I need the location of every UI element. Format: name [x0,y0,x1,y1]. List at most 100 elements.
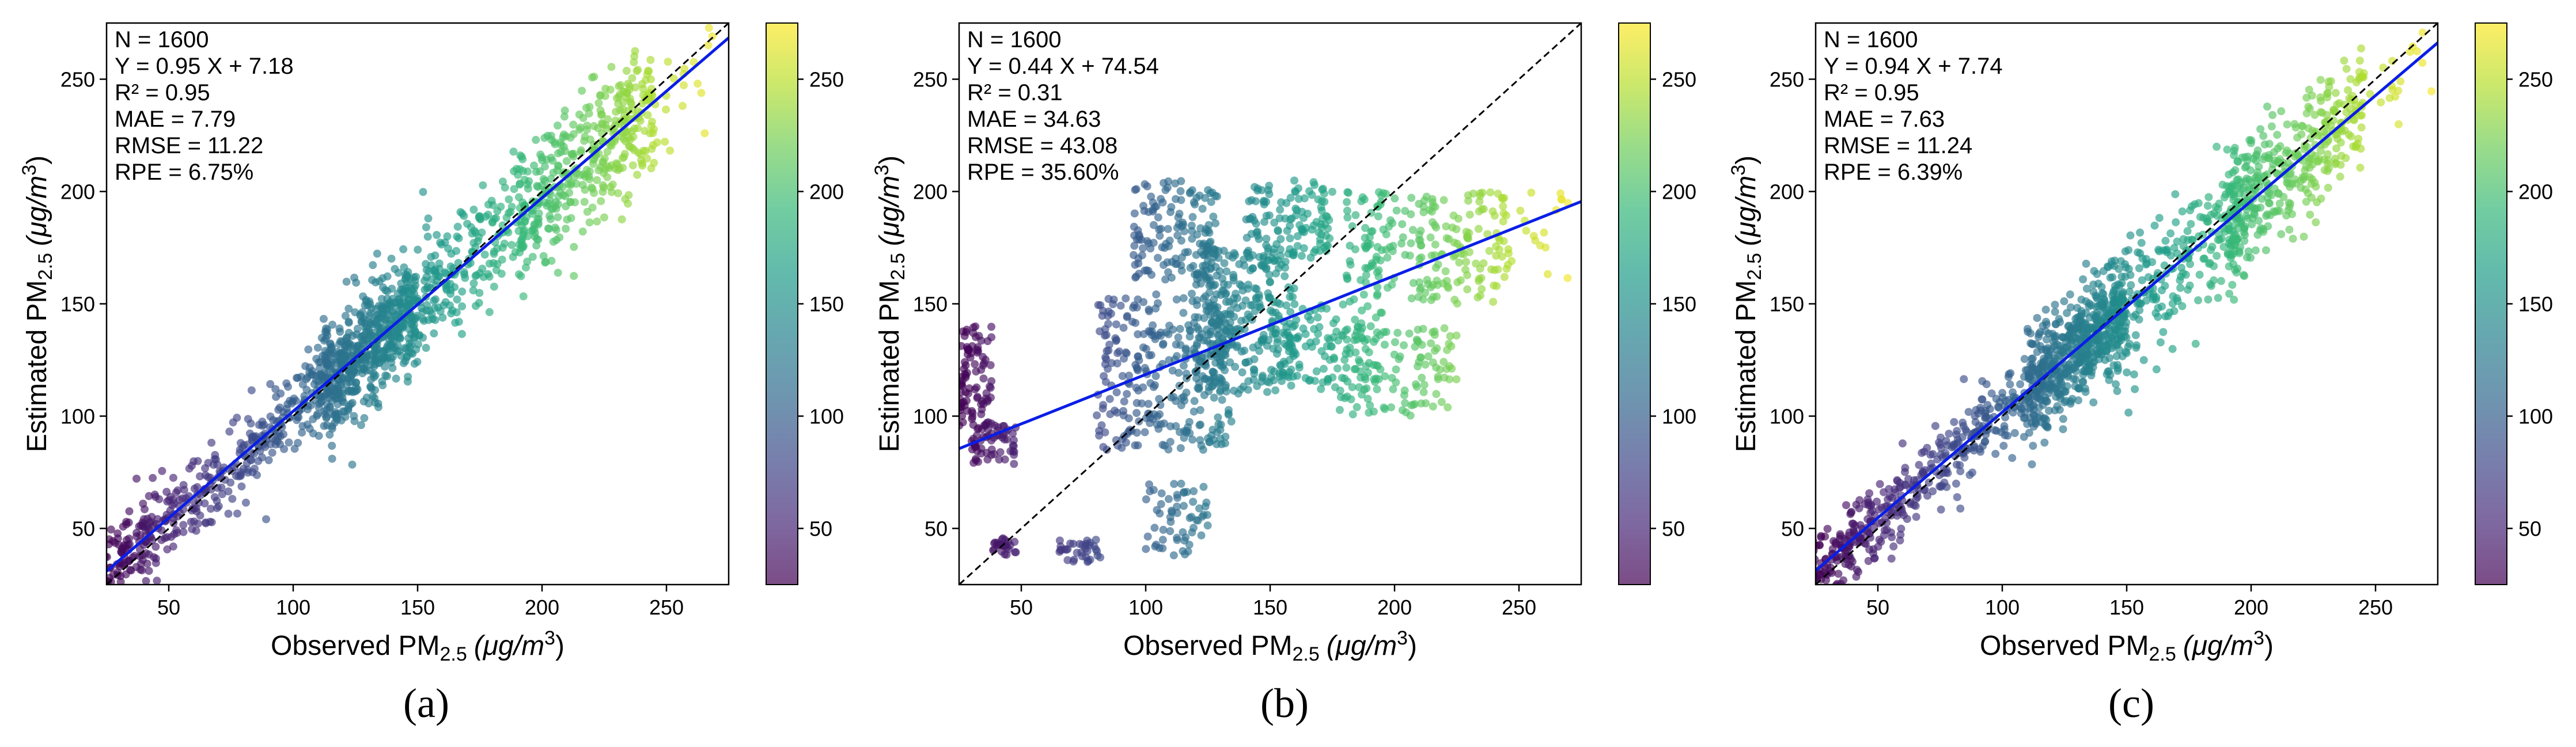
data-point [2286,200,2295,208]
x-tick-label: 200 [1377,596,1412,619]
data-point [1237,317,1245,325]
data-point [519,243,527,252]
data-point [1202,498,1211,507]
data-point [1309,178,1318,187]
data-point [1185,418,1194,426]
data-point [2316,75,2325,84]
data-point [501,183,509,192]
data-point [2024,393,2032,402]
data-point [1418,373,1426,382]
data-point [1198,204,1207,213]
data-point [1146,244,1155,253]
data-point [192,504,200,513]
data-point [2273,206,2282,215]
data-point [518,166,527,175]
data-point [578,86,586,95]
data-point [2093,336,2101,345]
data-point [509,147,518,156]
data-point [1821,588,1829,596]
data-point [1138,399,1146,408]
data-point [1478,205,1486,214]
data-point [1417,399,1426,408]
data-point [959,382,967,390]
fit-line-c [1816,41,2438,572]
data-point [1504,249,1513,257]
data-point [1104,320,1112,328]
data-point [302,385,311,394]
data-point [1173,260,1181,268]
data-point [625,142,633,150]
data-point [1388,219,1397,227]
data-point [1078,552,1086,560]
data-point [589,156,597,164]
data-point [1247,230,1256,238]
data-point [2418,59,2427,67]
data-point [2273,131,2282,139]
data-point [2366,90,2374,98]
data-point [367,332,376,340]
data-point [1101,428,1109,437]
data-point [1305,187,1314,195]
data-point [1122,349,1131,358]
data-point [1251,284,1259,293]
data-point [1010,548,1019,556]
data-point [224,510,233,518]
data-point [387,255,396,263]
data-point [1915,461,1923,469]
data-point [1233,342,1242,350]
data-point [1139,343,1147,352]
data-point [1204,274,1213,282]
data-point [441,298,450,306]
data-point [1291,350,1300,359]
data-point [233,414,241,422]
data-point [977,410,986,419]
data-point [2168,344,2177,353]
data-point [1462,257,1471,266]
x-tick-label: 150 [400,596,435,619]
data-point [194,457,202,465]
data-point [554,192,563,200]
x-axis-a: 50 100 150 200 250 [157,585,684,619]
data-point [1414,325,1422,334]
data-point [383,372,391,381]
data-point [348,332,357,340]
data-point [1139,202,1147,210]
data-point [498,221,507,230]
data-point [1205,289,1214,297]
data-point [2010,429,2019,437]
data-point [1968,468,1976,477]
data-point [1359,290,1368,299]
data-point [247,456,256,465]
data-point [149,473,157,482]
data-point [642,76,650,84]
data-point [1393,328,1402,337]
data-point [1498,252,1506,261]
data-point [581,185,589,194]
data-point [1238,301,1247,310]
data-point [1122,294,1130,303]
data-point [1135,236,1143,244]
data-point [1119,407,1128,415]
data-point [2144,273,2153,282]
data-point [1154,213,1162,222]
data-point [107,587,115,595]
data-point [523,257,532,266]
data-point [1953,493,1961,502]
data-point [1292,211,1301,219]
stat-rpe-c: RPE = 6.39% [1824,160,1963,185]
data-point [1840,534,1849,543]
data-point [549,168,558,177]
data-point [1312,337,1320,346]
data-point [2316,108,2325,116]
data-point [1476,264,1484,273]
data-point [1931,422,1939,430]
data-point [537,153,546,162]
data-point [2302,93,2311,102]
data-point [554,268,562,277]
data-point [373,315,381,324]
data-point [2026,414,2035,422]
data-point [2042,335,2051,344]
data-point [1223,280,1232,289]
data-point [2188,202,2196,211]
